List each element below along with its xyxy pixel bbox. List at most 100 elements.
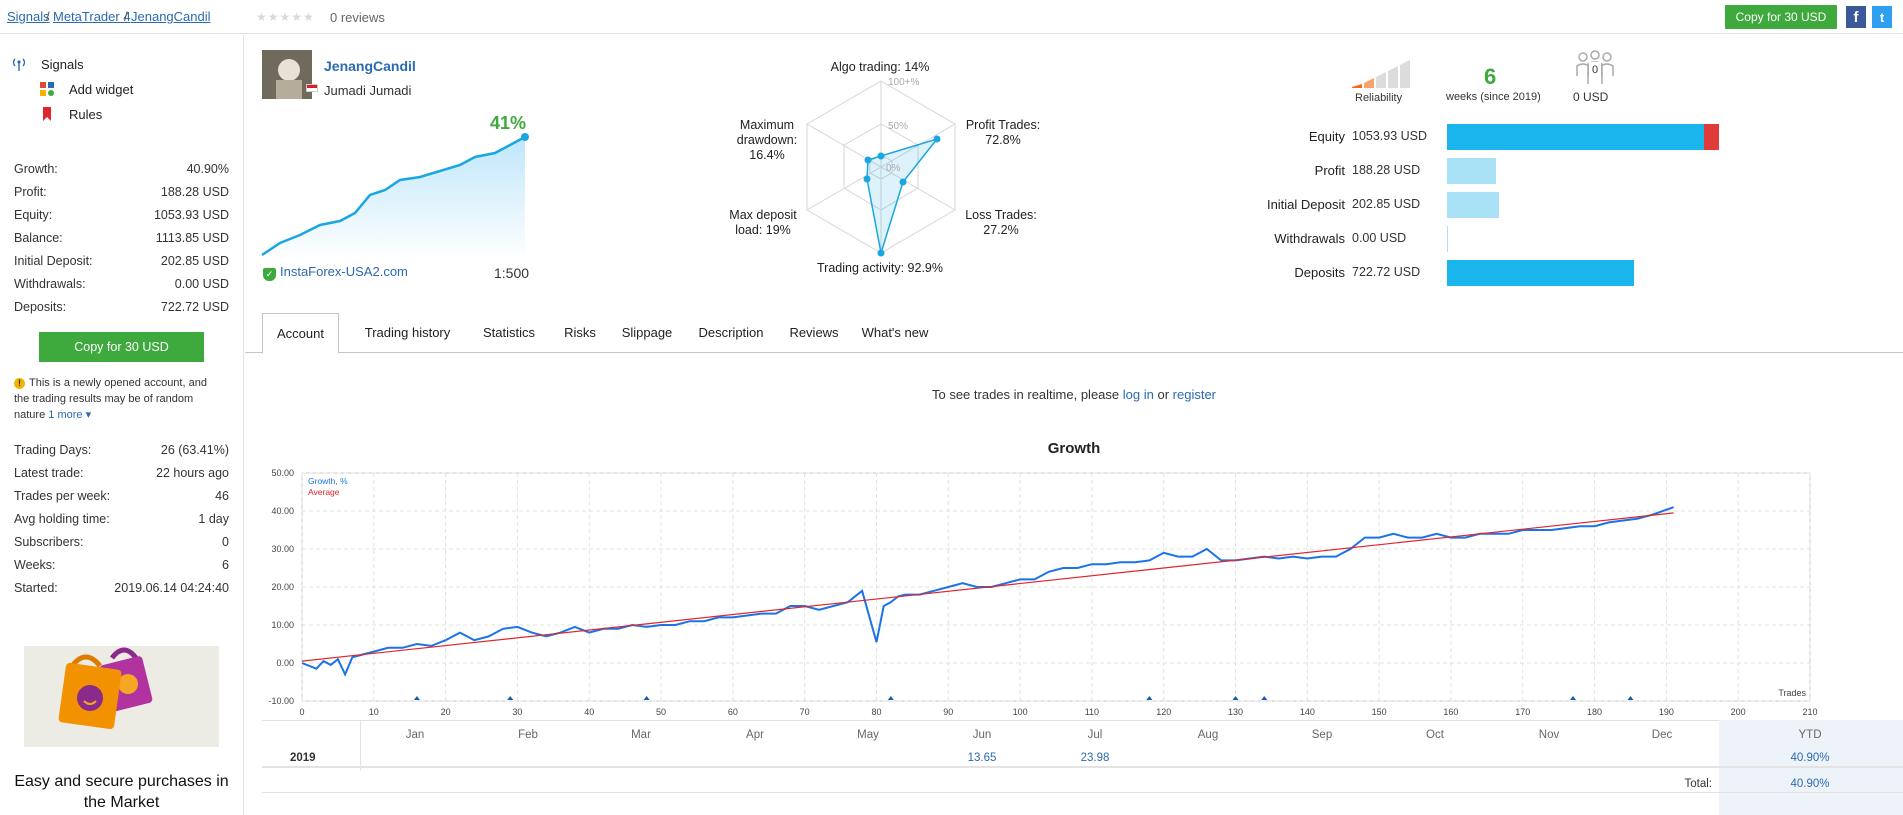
month-header: Aug bbox=[1197, 729, 1219, 741]
x-axis-label: Trades bbox=[1778, 688, 1806, 698]
x-tick-label: 180 bbox=[1587, 707, 1602, 717]
rating-stars[interactable]: ★★★★★ bbox=[256, 10, 315, 24]
y-tick-label: -10.00 bbox=[268, 696, 294, 706]
month-return-jun[interactable]: 13.65 bbox=[967, 752, 997, 764]
trader-name-link[interactable]: JenangCandil bbox=[324, 58, 416, 74]
equity-loss-bar bbox=[1704, 124, 1719, 150]
stat-avg-holding: Avg holding time: 1 day bbox=[14, 512, 229, 530]
flag-icon bbox=[306, 84, 318, 92]
table-divider bbox=[360, 720, 361, 770]
breadcrumb-separator: / bbox=[124, 9, 128, 24]
tab-statistics[interactable]: Statistics bbox=[482, 325, 535, 340]
shopping-bags-icon bbox=[58, 647, 153, 730]
reliability-bars-icon bbox=[1352, 60, 1410, 88]
stat-value: 40.90% bbox=[186, 162, 229, 176]
facebook-icon[interactable]: f bbox=[1846, 6, 1866, 28]
stat-label: Balance: bbox=[14, 231, 63, 245]
login-link[interactable]: log in bbox=[1122, 387, 1154, 402]
chevron-down-icon: ▾ bbox=[85, 409, 92, 421]
stat-value: 2019.06.14 04:24:40 bbox=[114, 581, 229, 595]
copy-signal-button[interactable]: Copy for 30 USD bbox=[39, 332, 204, 362]
stat-weeks: Weeks: 6 bbox=[14, 558, 229, 576]
bar-label: Initial Deposit bbox=[1266, 197, 1345, 212]
tab-slippage[interactable]: Slippage bbox=[621, 325, 673, 340]
notice-more-label: 1 more bbox=[48, 409, 83, 421]
month-header: Apr bbox=[746, 729, 764, 741]
month-header: Mar bbox=[631, 729, 651, 741]
avatar-photo bbox=[262, 50, 312, 99]
growth-chart: 50.00 40.00 30.00 20.00 10.00 0.00 -10.00 0 10 20… bbox=[268, 468, 1817, 717]
tab-reviews[interactable]: Reviews bbox=[789, 325, 839, 340]
subscription-cost-label: 0 USD bbox=[1573, 90, 1609, 104]
reviews-count[interactable]: 0 reviews bbox=[330, 10, 385, 25]
stat-balance: Balance: 1113.85 USD bbox=[14, 231, 229, 249]
series-line bbox=[301, 506, 1674, 677]
stat-value: 0.00 USD bbox=[174, 277, 229, 291]
stat-value: 202.85 USD bbox=[160, 254, 229, 268]
stat-label: Avg holding time: bbox=[14, 512, 110, 526]
radar-label-line: 72.8% bbox=[985, 133, 1021, 147]
ytd-header: YTD bbox=[1798, 729, 1822, 741]
radar-chart: 100+% 50% 0% bbox=[806, 77, 956, 257]
deposits-bar bbox=[1447, 260, 1634, 286]
weeks-count: 6 bbox=[1484, 64, 1497, 89]
stat-value: 6 bbox=[222, 558, 229, 572]
tab-risks[interactable]: Risks bbox=[564, 325, 596, 340]
radar-tick-50: 50% bbox=[888, 121, 908, 132]
radar-label-line: Max deposit bbox=[729, 208, 797, 222]
breadcrumb-signal[interactable]: JenangCandil bbox=[131, 9, 211, 24]
stat-trading-days: Trading Days: 26 (63.41%) bbox=[14, 443, 229, 461]
legend-entry: Average bbox=[308, 487, 340, 497]
x-tick-label: 70 bbox=[800, 707, 810, 717]
stat-growth: Growth: 40.90% bbox=[14, 162, 229, 180]
realtime-text: To see trades in realtime, please bbox=[931, 387, 1120, 402]
sidebar-item-label: Add widget bbox=[69, 82, 134, 97]
month-header: Dec bbox=[1651, 729, 1673, 741]
month-return-jul[interactable]: 23.98 bbox=[1080, 752, 1110, 764]
tab-account[interactable]: Account bbox=[262, 313, 339, 354]
radar-deposit-load-label: Max deposit load: 19% bbox=[718, 208, 808, 238]
y-tick-label: 30.00 bbox=[271, 544, 294, 554]
stat-label: Deposits: bbox=[14, 300, 67, 314]
x-tick-label: 100 bbox=[1013, 707, 1028, 717]
stat-value: 0 bbox=[222, 535, 229, 549]
weeks-label: weeks (since 2019) bbox=[1446, 91, 1541, 103]
tab-trading-history[interactable]: Trading history bbox=[364, 325, 451, 340]
stat-value: 22 hours ago bbox=[156, 466, 229, 480]
stat-label: Started: bbox=[14, 581, 58, 595]
copy-signal-button[interactable]: Copy for 30 USD bbox=[1725, 5, 1837, 29]
chart-title: Growth bbox=[1047, 440, 1101, 457]
trade-marker bbox=[507, 696, 514, 700]
trader-real-name: Jumadi Jumadi bbox=[324, 83, 412, 98]
market-promo-image[interactable] bbox=[24, 646, 219, 747]
subscribers-count: 0 bbox=[1592, 64, 1598, 76]
radar-drawdown-label: Maximum drawdown: 16.4% bbox=[722, 118, 812, 163]
breadcrumb-metatrader[interactable]: MetaTrader 4 bbox=[53, 9, 131, 24]
radar-tick-100: 100+% bbox=[888, 77, 920, 88]
stat-equity: Equity: 1053.93 USD bbox=[14, 208, 229, 226]
tab-description[interactable]: Description bbox=[698, 325, 764, 340]
broker-link[interactable]: ✓ InstaForex-USA2.com bbox=[263, 264, 408, 281]
stat-label: Weeks: bbox=[14, 558, 56, 572]
table-divider bbox=[262, 767, 1903, 768]
notice-more-link[interactable]: 1 more ▾ bbox=[48, 409, 91, 421]
equity-bar bbox=[1447, 124, 1704, 150]
bar-value: 0.00 USD bbox=[1352, 231, 1407, 245]
stat-label: Latest trade: bbox=[14, 466, 84, 480]
stat-value: 722.72 USD bbox=[160, 300, 229, 314]
realtime-or: or bbox=[1157, 387, 1170, 402]
total-label: Total: bbox=[1684, 778, 1713, 790]
trade-marker bbox=[1570, 696, 1577, 700]
bar-value: 202.85 USD bbox=[1352, 197, 1421, 211]
radar-label-line: Profit Trades: bbox=[965, 118, 1041, 132]
breadcrumb-signals[interactable]: Signals bbox=[7, 9, 50, 24]
sidebar-item-label: Signals bbox=[41, 57, 84, 72]
market-promo-text[interactable]: Easy and secure purchases in the Market bbox=[14, 773, 229, 811]
avatar[interactable] bbox=[262, 50, 312, 99]
y-tick-label: 0.00 bbox=[276, 658, 294, 668]
tab-whats-new[interactable]: What's new bbox=[861, 325, 929, 340]
reliability-label: Reliability bbox=[1355, 92, 1403, 104]
initial-deposit-bar bbox=[1447, 192, 1499, 218]
register-link[interactable]: register bbox=[1172, 387, 1217, 402]
twitter-icon[interactable]: t bbox=[1872, 6, 1892, 28]
